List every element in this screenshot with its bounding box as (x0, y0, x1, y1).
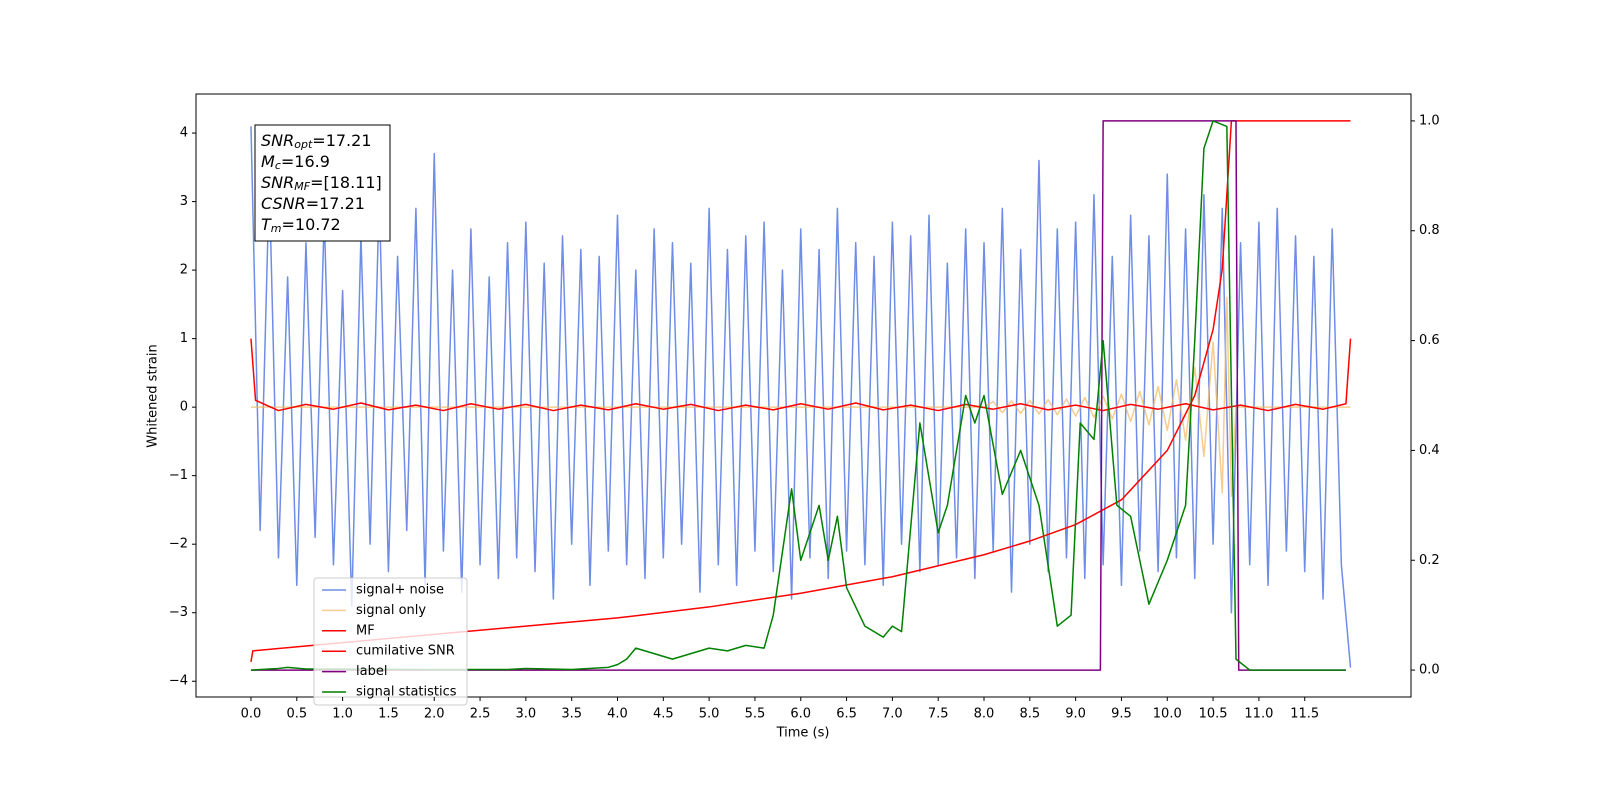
annotation-subscript: MF (294, 180, 310, 193)
x-tick-label: 8.0 (974, 707, 995, 722)
annotation-box: SNRopt=17.21Mc=16.9SNRMF=[18.11]CSNR=17.… (254, 124, 391, 242)
x-tick-label: 5.0 (699, 707, 720, 722)
x-tick-label: 10.0 (1153, 707, 1182, 722)
x-tick-label: 0.0 (241, 707, 262, 722)
annotation-subscript: opt (294, 138, 313, 151)
series-line (250, 120, 1346, 671)
legend-frame (313, 577, 468, 706)
x-tick-label: 11.0 (1244, 707, 1273, 722)
y2-tick-label: 0.2 (1419, 553, 1440, 568)
legend-label: signal only (356, 603, 426, 618)
annotation-symbol: SNR (261, 173, 294, 192)
legend-label: signal+ noise (356, 583, 444, 598)
axes-frame (195, 93, 1412, 698)
x-tick-label: 7.0 (882, 707, 903, 722)
x-tick-label: 4.5 (653, 707, 674, 722)
x-tick-label: 2.5 (470, 707, 491, 722)
y-tick-label: 3 (180, 194, 188, 209)
y-tick-label: 0 (180, 400, 188, 415)
annotation-line: SNRopt=17.21 (261, 131, 372, 152)
annotation-value: =16.9 (281, 152, 330, 171)
annotation-line: Mc=16.9 (261, 152, 330, 173)
y-tick-label: −2 (169, 537, 188, 552)
annotation-symbol: M (261, 152, 275, 171)
y2-tick-label: 0.4 (1419, 443, 1440, 458)
y-tick-label: −4 (169, 674, 188, 689)
y-tick-label: −3 (169, 605, 188, 620)
annotation-frame (254, 124, 391, 242)
annotation-value: =17.21 (312, 131, 371, 150)
x-tick-label: 9.0 (1065, 707, 1086, 722)
y2-tick-label: 0.6 (1419, 333, 1440, 348)
y2-tick-label: 1.0 (1419, 113, 1440, 128)
legend-label: label (356, 664, 387, 679)
y-tick-label: 1 (180, 331, 188, 346)
series-line (250, 296, 1351, 497)
legend-label: cumilative SNR (356, 644, 455, 659)
x-tick-label: 1.5 (378, 707, 399, 722)
x-tick-label: 9.5 (1111, 707, 1132, 722)
series-line (250, 338, 1352, 412)
y2-tick-label: 0.8 (1419, 223, 1440, 238)
x-tick-label: 6.5 (836, 707, 857, 722)
x-axis-label: Time (s) (776, 726, 830, 741)
x-tick-label: 3.0 (516, 707, 537, 722)
legend: signal+ noise signal only MF cumilative SNR… (313, 577, 468, 706)
annotation-line: Tm=10.72 (261, 215, 341, 236)
x-tick-label: 4.0 (607, 707, 628, 722)
annotation-symbol: SNR (261, 131, 294, 150)
x-tick-label: 5.5 (745, 707, 766, 722)
x-tick-label: 6.0 (790, 707, 811, 722)
x-tick-label: 7.5 (928, 707, 949, 722)
y-tick-label: 4 (180, 126, 188, 141)
y-tick-label: −1 (169, 468, 188, 483)
annotation-subscript: m (271, 222, 282, 235)
annotation-subscript: c (275, 159, 281, 172)
annotation-symbol: CSNR (261, 194, 306, 213)
x-tick-label: 10.5 (1199, 707, 1228, 722)
legend-label: MF (356, 623, 375, 638)
legend-label: signal statistics (356, 685, 457, 700)
x-tick-label: 8.5 (1019, 707, 1040, 722)
x-tick-label: 2.0 (424, 707, 445, 722)
x-tick-label: 3.5 (561, 707, 582, 722)
annotation-symbol: T (261, 215, 272, 234)
x-tick-label: 1.0 (332, 707, 353, 722)
annotation-line: CSNR=17.21 (261, 194, 365, 213)
x-tick-label: 0.5 (286, 707, 307, 722)
annotation-value: =10.72 (282, 215, 341, 234)
x-tick-label: 11.5 (1290, 707, 1319, 722)
annotation-value: =[18.11] (310, 173, 382, 192)
y-axis-label: Whitened strain (146, 344, 161, 447)
series-line (250, 126, 1352, 668)
y-tick-label: 2 (180, 263, 188, 278)
annotation-line: SNRMF=[18.11] (261, 173, 382, 194)
y2-tick-label: 0.0 (1419, 663, 1440, 678)
annotation-value: =17.21 (306, 194, 365, 213)
